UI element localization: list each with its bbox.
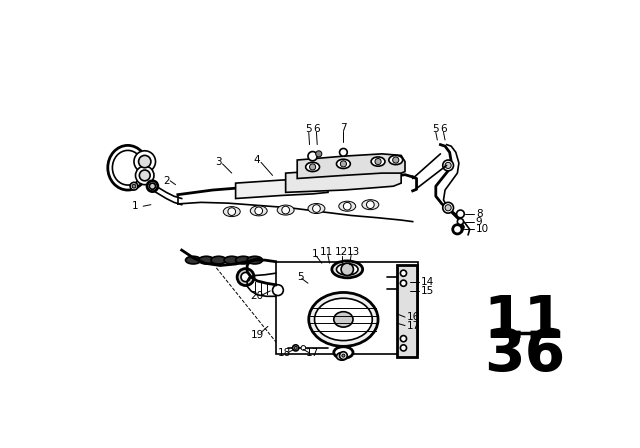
Circle shape [241, 272, 250, 282]
Ellipse shape [306, 162, 319, 172]
Circle shape [140, 170, 150, 181]
Circle shape [308, 151, 317, 161]
Text: 11: 11 [484, 293, 565, 350]
Ellipse shape [250, 206, 267, 216]
Ellipse shape [277, 205, 294, 215]
Text: 13: 13 [347, 247, 360, 258]
Circle shape [342, 354, 345, 357]
Ellipse shape [308, 203, 325, 214]
Circle shape [393, 157, 399, 163]
Text: 1: 1 [312, 249, 318, 259]
Text: 6: 6 [440, 124, 447, 134]
Circle shape [340, 161, 346, 167]
Circle shape [301, 345, 306, 350]
Text: 10: 10 [476, 224, 489, 234]
Circle shape [458, 219, 463, 225]
Ellipse shape [332, 261, 363, 278]
Text: 5: 5 [297, 272, 303, 282]
Ellipse shape [314, 298, 372, 340]
Ellipse shape [337, 263, 358, 275]
Text: 8: 8 [476, 209, 483, 219]
Circle shape [375, 159, 381, 165]
Circle shape [130, 182, 138, 190]
Circle shape [340, 352, 348, 359]
Circle shape [443, 202, 454, 213]
Circle shape [292, 345, 299, 351]
Circle shape [310, 164, 316, 170]
Text: 2: 2 [163, 176, 170, 186]
Text: 3: 3 [215, 156, 222, 167]
Text: 12: 12 [335, 247, 348, 258]
Circle shape [452, 225, 462, 234]
Text: 17: 17 [406, 321, 420, 331]
Ellipse shape [362, 200, 379, 210]
Circle shape [456, 210, 464, 218]
Polygon shape [285, 167, 401, 192]
Ellipse shape [371, 157, 385, 166]
Ellipse shape [223, 207, 240, 217]
Circle shape [316, 151, 322, 157]
Bar [397, 265, 417, 357]
Polygon shape [236, 179, 328, 198]
Circle shape [401, 280, 406, 286]
Text: 6: 6 [313, 124, 320, 134]
Circle shape [312, 205, 320, 212]
Polygon shape [297, 154, 405, 178]
Ellipse shape [389, 155, 403, 165]
Ellipse shape [186, 256, 201, 264]
Text: 16: 16 [406, 312, 420, 322]
Circle shape [401, 336, 406, 342]
Bar [276, 262, 418, 354]
Circle shape [294, 346, 297, 349]
Ellipse shape [108, 146, 148, 190]
Ellipse shape [113, 151, 143, 185]
Circle shape [445, 205, 451, 211]
Circle shape [367, 201, 374, 208]
Circle shape [344, 202, 351, 210]
Text: 15: 15 [420, 286, 434, 296]
Text: 7: 7 [340, 123, 347, 133]
Circle shape [341, 263, 353, 276]
Ellipse shape [337, 159, 350, 168]
Text: 4: 4 [254, 155, 260, 165]
Circle shape [136, 166, 154, 185]
Circle shape [139, 155, 151, 168]
Ellipse shape [224, 256, 239, 264]
Circle shape [149, 183, 156, 189]
Ellipse shape [247, 256, 262, 264]
Text: 5: 5 [433, 124, 439, 134]
Circle shape [134, 151, 156, 172]
Text: 1: 1 [132, 201, 139, 211]
Ellipse shape [337, 353, 348, 360]
Text: 17: 17 [306, 348, 319, 358]
Circle shape [340, 148, 348, 156]
Text: 9: 9 [476, 217, 483, 227]
Ellipse shape [308, 293, 378, 346]
Text: 20: 20 [251, 291, 264, 302]
Circle shape [445, 162, 451, 168]
Text: 19: 19 [250, 330, 264, 340]
Circle shape [147, 181, 158, 192]
Text: 14: 14 [420, 277, 434, 287]
Text: 18: 18 [278, 348, 291, 358]
Circle shape [282, 206, 289, 214]
Text: 5: 5 [305, 124, 312, 134]
Ellipse shape [334, 312, 353, 327]
Ellipse shape [198, 256, 214, 264]
Circle shape [132, 184, 136, 188]
Circle shape [401, 345, 406, 351]
Circle shape [443, 160, 454, 171]
Ellipse shape [339, 201, 356, 211]
Circle shape [237, 269, 254, 285]
Ellipse shape [334, 347, 353, 358]
Circle shape [228, 208, 236, 215]
Text: 11: 11 [320, 247, 333, 258]
Ellipse shape [211, 256, 227, 264]
Circle shape [401, 270, 406, 276]
Circle shape [273, 285, 284, 296]
Circle shape [255, 207, 262, 215]
Ellipse shape [236, 256, 251, 264]
Text: 36: 36 [484, 326, 565, 383]
